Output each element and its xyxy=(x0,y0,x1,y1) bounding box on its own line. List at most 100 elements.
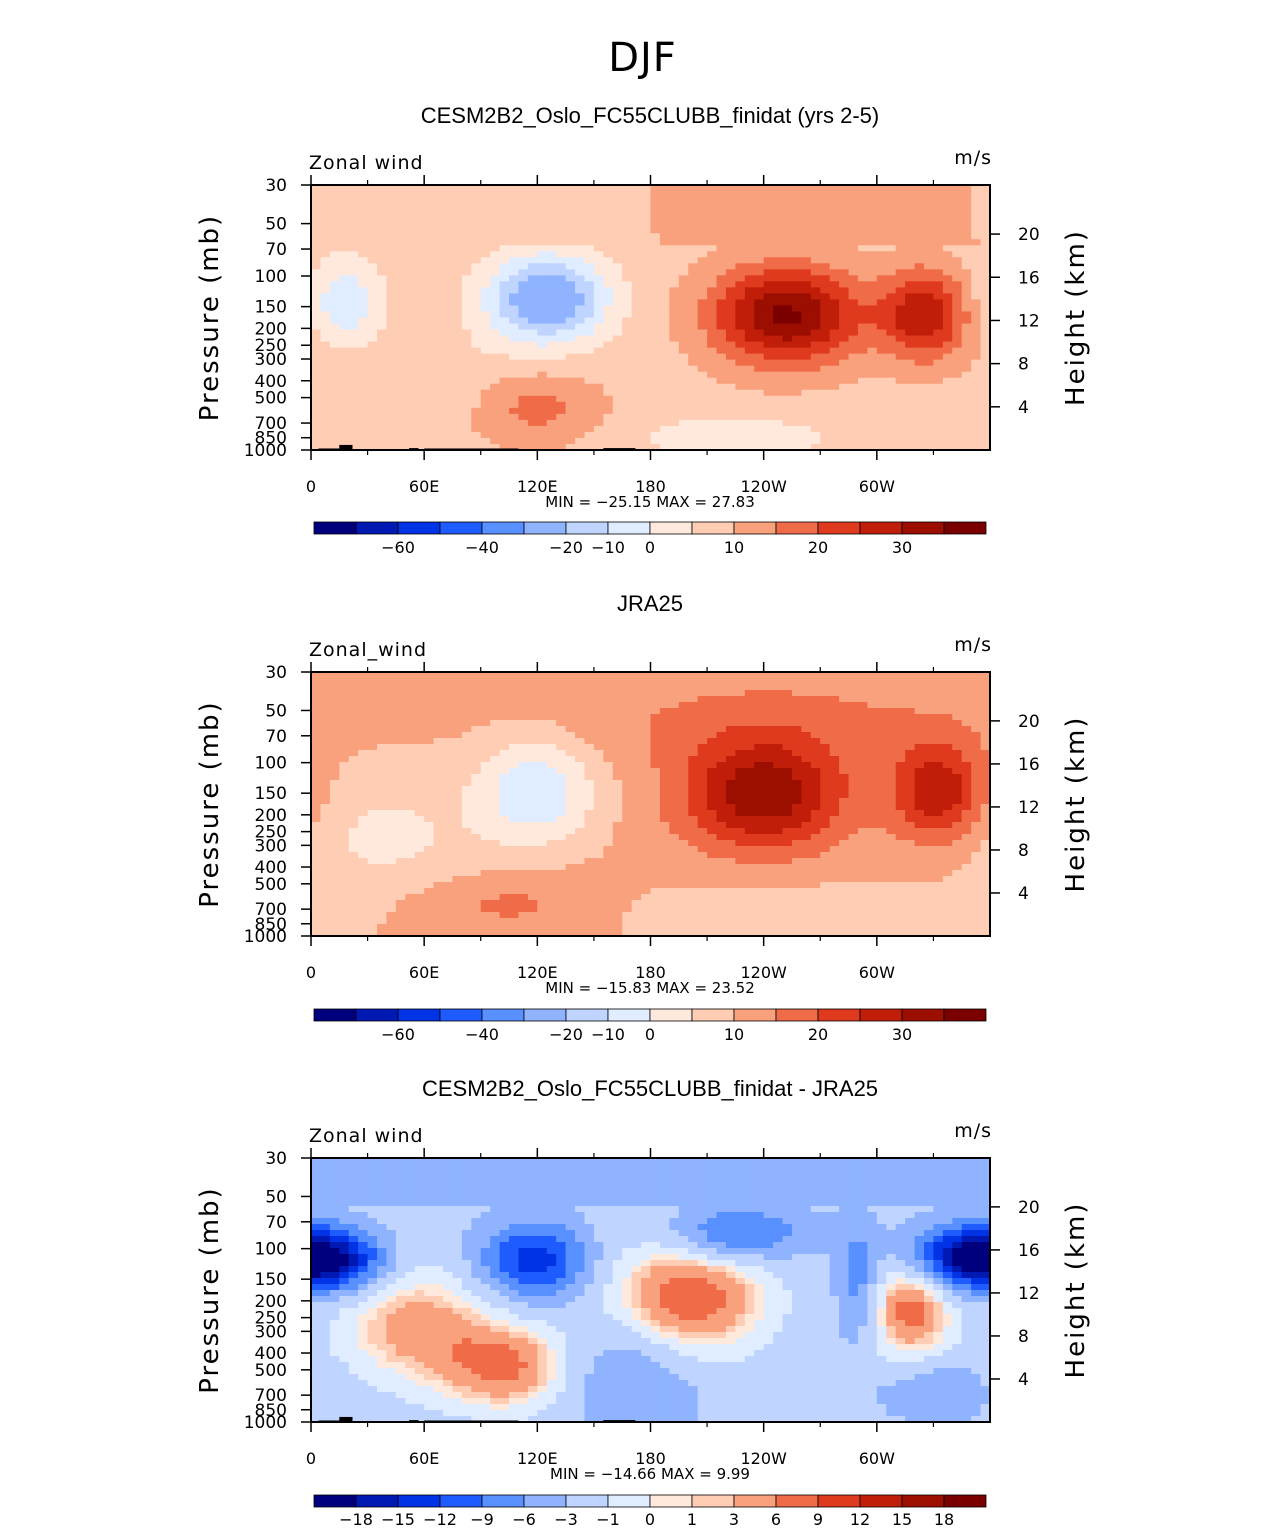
field-cell xyxy=(311,257,322,264)
field-cell xyxy=(876,347,887,355)
field-cell xyxy=(527,684,538,691)
field-cell xyxy=(348,744,359,751)
field-cell xyxy=(556,708,567,715)
field-cell xyxy=(754,780,765,787)
field-cell xyxy=(886,774,897,781)
field-cell xyxy=(923,726,935,733)
field-cell xyxy=(659,389,670,397)
field-cell xyxy=(857,750,868,757)
field-cell xyxy=(414,720,425,727)
field-cell xyxy=(735,738,746,745)
field-cell xyxy=(537,762,548,769)
field-cell xyxy=(763,419,774,427)
field-cell xyxy=(424,353,435,361)
field-cell xyxy=(933,221,944,228)
field-cell xyxy=(509,678,520,685)
field-cell xyxy=(952,786,963,793)
field-cell xyxy=(754,684,765,691)
field-cell xyxy=(386,203,397,210)
field-cell xyxy=(829,774,840,781)
field-cell xyxy=(320,768,331,775)
field-cell xyxy=(923,780,935,787)
field-cell xyxy=(622,744,633,751)
field-cell xyxy=(480,708,491,715)
field-cell xyxy=(961,678,972,685)
field-cell xyxy=(358,431,369,439)
field-cell xyxy=(659,401,670,409)
colorbar-swatch xyxy=(523,521,567,535)
field-cell xyxy=(499,209,510,216)
field-cell xyxy=(933,726,944,733)
field-cell xyxy=(443,413,454,421)
field-cell xyxy=(923,714,935,721)
field-cell xyxy=(659,275,670,282)
field-cell xyxy=(395,684,406,691)
field-cell xyxy=(735,263,746,270)
field-cell xyxy=(933,269,944,276)
panel-title: JRA25 xyxy=(617,591,683,616)
field-cell xyxy=(622,203,633,210)
field-cell xyxy=(443,221,454,228)
field-cell xyxy=(584,768,595,775)
field-cell xyxy=(612,191,623,198)
field-cell xyxy=(339,774,350,781)
y-tick-label: 30 xyxy=(265,176,287,196)
field-cell xyxy=(650,419,661,427)
field-cell xyxy=(876,708,887,715)
field-cell xyxy=(923,287,935,295)
field-cell xyxy=(688,341,699,349)
field-cell xyxy=(895,702,906,709)
field-cell xyxy=(650,437,661,445)
field-cell xyxy=(320,281,331,288)
field-cell xyxy=(867,233,878,240)
field-cell xyxy=(367,792,378,799)
field-cell xyxy=(556,281,567,288)
field-cell xyxy=(348,323,359,331)
field-cell xyxy=(801,281,812,288)
field-cell xyxy=(509,365,520,373)
field-cell xyxy=(584,383,595,391)
field-cell xyxy=(641,720,652,727)
field-cell xyxy=(820,768,831,775)
field-cell xyxy=(575,750,586,757)
field-cell xyxy=(603,437,614,445)
field-cell xyxy=(688,323,699,331)
field-cell xyxy=(923,443,935,451)
field-cell xyxy=(914,287,925,295)
field-cell xyxy=(923,762,935,769)
field-cell xyxy=(452,425,463,433)
field-cell xyxy=(810,257,821,264)
field-cell xyxy=(452,281,463,288)
field-cell xyxy=(791,425,802,433)
field-cell xyxy=(782,245,793,252)
field-cell xyxy=(839,233,850,240)
field-cell xyxy=(905,209,916,216)
field-cell xyxy=(886,804,897,811)
field-cell xyxy=(527,275,538,282)
field-cell xyxy=(725,407,736,415)
field-cell xyxy=(471,768,482,775)
field-cell xyxy=(631,419,642,427)
field-cell xyxy=(763,311,774,319)
field-cell xyxy=(669,792,680,799)
field-cell xyxy=(820,720,831,727)
field-cell xyxy=(659,678,670,685)
field-cell xyxy=(386,672,397,679)
field-cell xyxy=(348,750,359,757)
field-cell xyxy=(348,401,359,409)
field-cell xyxy=(857,269,868,276)
field-cell xyxy=(546,251,557,258)
field-cell xyxy=(773,678,784,685)
field-cell xyxy=(348,233,359,240)
field-cell xyxy=(527,377,538,385)
field-cell xyxy=(886,672,897,679)
field-cell xyxy=(886,239,897,246)
field-cell xyxy=(452,744,463,751)
field-cell xyxy=(452,215,463,222)
field-cell xyxy=(971,323,982,331)
field-cell xyxy=(358,413,369,421)
field-cell xyxy=(716,690,727,697)
field-cell xyxy=(952,281,963,288)
field-cell xyxy=(490,720,501,727)
field-cell xyxy=(575,792,586,799)
